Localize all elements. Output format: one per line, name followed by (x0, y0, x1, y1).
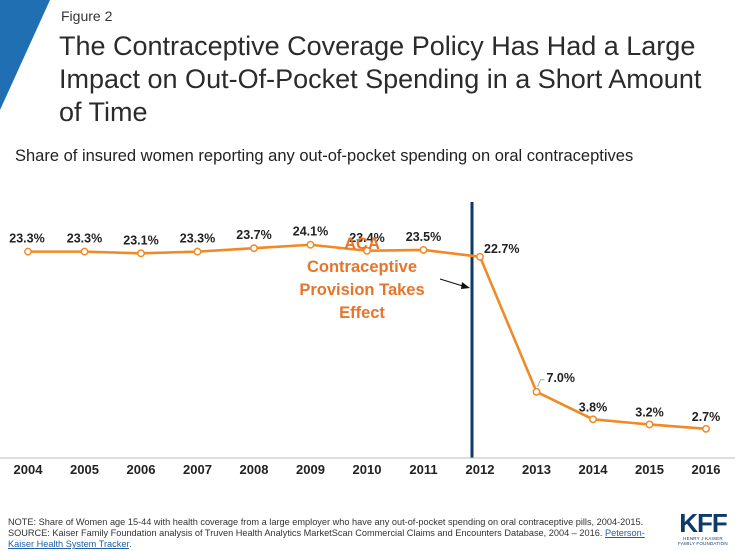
logo-subtext-2: FAMILY FOUNDATION (678, 541, 728, 546)
label-leader-2013 (537, 379, 545, 387)
data-point-2011 (419, 245, 428, 254)
data-label-2009: 24.1% (293, 225, 328, 239)
data-point-2005 (80, 247, 89, 256)
x-tick-label-2014: 2014 (579, 462, 609, 477)
data-label-2014: 3.8% (579, 400, 608, 414)
footnote-note: NOTE: Share of Women age 15-44 with heal… (8, 517, 644, 527)
data-point-2007 (193, 247, 202, 256)
data-label-2007: 23.3% (180, 232, 215, 246)
x-tick-label-2007: 2007 (183, 462, 212, 477)
x-tick-label-2012: 2012 (466, 462, 495, 477)
x-tick-label-2010: 2010 (353, 462, 382, 477)
data-label-2012: 22.7% (484, 242, 519, 256)
data-label-2011: 23.5% (406, 230, 441, 244)
x-tick-label-2005: 2005 (70, 462, 99, 477)
x-tick-label-2006: 2006 (127, 462, 156, 477)
annotation-line-3: Provision Takes (299, 281, 424, 299)
footnote-source: SOURCE: Kaiser Family Foundation analysi… (8, 528, 603, 538)
annotation-line-2: Contraceptive (307, 258, 417, 276)
data-label-2015: 3.2% (635, 405, 664, 419)
tracker-link[interactable]: Peterson-Kaiser Health System Tracker (8, 528, 645, 549)
annotation-arrow-head (461, 282, 470, 289)
data-label-2008: 23.7% (236, 228, 271, 242)
x-tick-label-2009: 2009 (296, 462, 325, 477)
data-label-2016: 2.7% (692, 410, 721, 424)
data-point-2012 (476, 252, 484, 261)
corner-accent (0, 0, 50, 110)
data-label-2006: 23.1% (123, 233, 158, 247)
annotation-line-4: Effect (339, 304, 385, 322)
x-tick-label-2004: 2004 (14, 462, 44, 477)
data-point-2015 (645, 420, 654, 429)
data-label-2004: 23.3% (9, 232, 44, 246)
x-tick-label-2008: 2008 (240, 462, 269, 477)
data-label-2010: 23.4% (349, 231, 384, 245)
x-tick-label-2015: 2015 (635, 462, 664, 477)
data-label-2005: 23.3% (67, 232, 102, 246)
kff-logo: KFF HENRY J KAISER FAMILY FOUNDATION (676, 510, 730, 546)
footnote-link-end: . (129, 539, 132, 549)
annotation-line-1: ACA (344, 235, 380, 253)
logo-subtext-1: HENRY J KAISER (683, 536, 723, 541)
data-point-2004 (24, 247, 32, 256)
data-point-2006 (137, 249, 145, 258)
logo-text: KFF (679, 508, 728, 538)
chart-title: The Contraceptive Coverage Policy Has Ha… (59, 31, 702, 127)
data-point-2010 (363, 246, 371, 255)
x-tick-label-2016: 2016 (692, 462, 721, 477)
x-tick-label-2013: 2013 (522, 462, 551, 477)
footnote: NOTE: Share of Women age 15-44 with heal… (8, 517, 658, 550)
data-label-2013: 7.0% (547, 371, 576, 385)
chart-subtitle: Share of insured women reporting any out… (15, 147, 634, 165)
data-point-2016 (702, 424, 710, 433)
data-point-2008 (250, 244, 258, 253)
data-point-2009 (306, 240, 315, 249)
data-point-2013 (532, 387, 541, 396)
x-tick-label-2011: 2011 (409, 462, 437, 477)
line-chart: 23.3% 23.3% 23.1% 23.3% 23.7% 24.1% 23.4% 23.5%… (0, 202, 735, 477)
figure-label: Figure 2 (61, 8, 113, 24)
data-point-2014 (589, 415, 597, 424)
